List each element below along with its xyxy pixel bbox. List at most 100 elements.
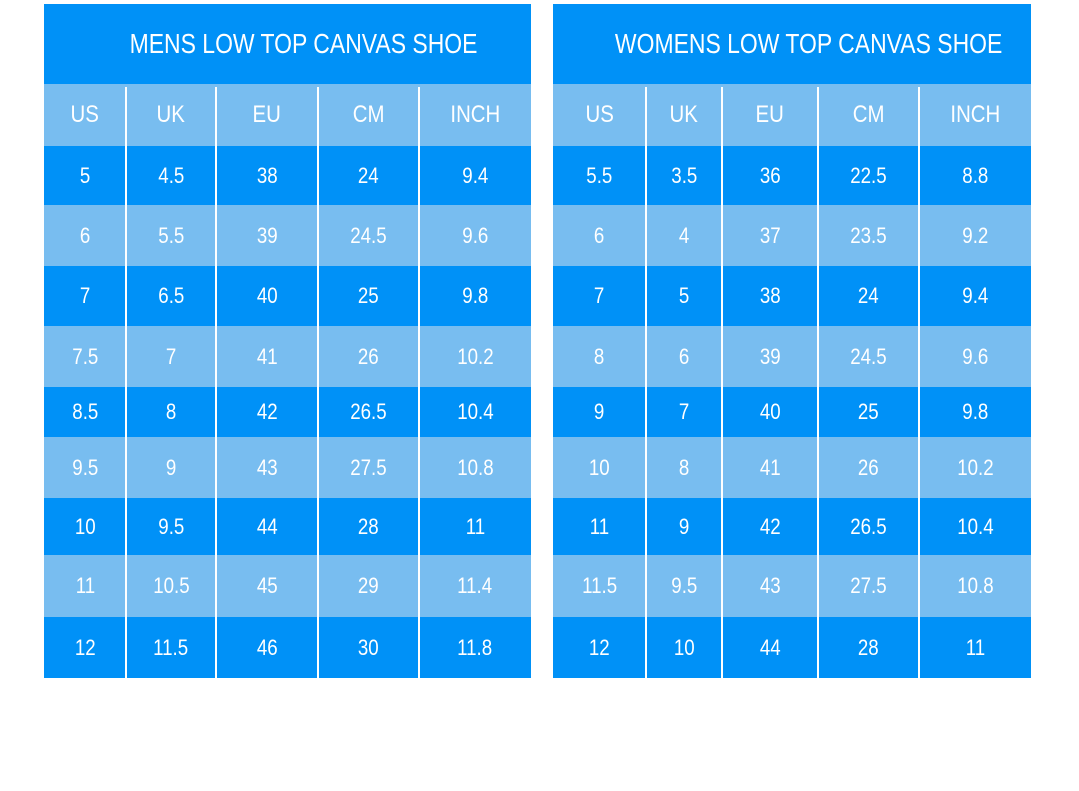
table-cell-us: 9 xyxy=(553,387,646,437)
table-cell-inch: 9.6 xyxy=(919,326,1031,387)
cell-text: 26.5 xyxy=(850,513,887,539)
cell-text: UK xyxy=(669,101,699,128)
column-divider xyxy=(125,87,127,678)
cell-text: 8.8 xyxy=(961,162,989,188)
table-cell-uk: 7 xyxy=(646,387,722,437)
cell-text: 43 xyxy=(256,454,278,480)
table-row: 11 10.5 45 29 11.4 xyxy=(44,555,531,617)
cell-text: 3.5 xyxy=(670,162,698,188)
cell-text: 4 xyxy=(678,222,690,248)
table-cell-uk: 3.5 xyxy=(646,146,722,205)
cell-text: 39 xyxy=(256,222,278,248)
table-cell-cm: 26 xyxy=(818,437,919,498)
table-cell-inch: 9.2 xyxy=(919,205,1031,266)
table-row: 12 10 44 28 11 xyxy=(553,617,1031,678)
cell-text: 9 xyxy=(678,513,690,539)
cell-text: 38 xyxy=(759,283,781,308)
table-cell-us: 7 xyxy=(44,266,126,326)
table-cell-cm: 24 xyxy=(318,146,419,205)
table-cell-uk: 4 xyxy=(646,205,722,266)
cell-text: 22.5 xyxy=(850,162,887,188)
table-cell-inch: 10.2 xyxy=(919,437,1031,498)
table-cell-us: 6 xyxy=(553,205,646,266)
cell-text: 5.5 xyxy=(586,162,613,188)
cell-text: 6.5 xyxy=(157,283,185,308)
header-row: US UK EU CM INCH xyxy=(553,84,1031,146)
table-cell-cm: 24.5 xyxy=(818,326,919,387)
cell-text: 9.6 xyxy=(961,343,989,369)
table-cell-eu: 36 xyxy=(722,146,818,205)
cell-text: 38 xyxy=(256,162,278,188)
cell-text: 7.5 xyxy=(71,343,99,369)
table-cell-us: 6 xyxy=(44,205,126,266)
cell-text: 42 xyxy=(759,513,781,539)
cell-text: 40 xyxy=(759,399,781,424)
table-cell-eu: 43 xyxy=(722,555,818,617)
column-divider xyxy=(721,87,723,678)
table-row: 5.5 3.5 36 22.5 8.8 xyxy=(553,146,1031,205)
table-cell-uk: 6.5 xyxy=(126,266,216,326)
column-divider xyxy=(817,87,819,678)
table-cell-cm: 26.5 xyxy=(818,498,919,555)
table-cell-us: 11 xyxy=(553,498,646,555)
table-cell-inch: 10.4 xyxy=(419,387,531,437)
table-cell-inch: 11 xyxy=(419,498,531,555)
column-header-us: US xyxy=(553,84,646,146)
cell-text: INCH xyxy=(950,101,1000,128)
cell-text: 10 xyxy=(74,513,96,539)
table-row: 10 8 41 26 10.2 xyxy=(553,437,1031,498)
table-cell-inch: 9.4 xyxy=(919,266,1031,326)
cell-text: 24 xyxy=(858,283,879,308)
cell-text: 9 xyxy=(165,454,177,480)
table-cell-cm: 25 xyxy=(318,266,419,326)
table-cell-eu: 44 xyxy=(216,498,318,555)
cell-text: 5.5 xyxy=(157,222,185,248)
table-cell-eu: 38 xyxy=(216,146,318,205)
cell-text: 42 xyxy=(256,399,278,424)
table-row: 9.5 9 43 27.5 10.8 xyxy=(44,437,531,498)
table-cell-inch: 11.4 xyxy=(419,555,531,617)
table-cell-inch: 9.8 xyxy=(419,266,531,326)
cell-text: 9.8 xyxy=(961,399,989,424)
table-cell-uk: 10 xyxy=(646,617,722,678)
table-cell-eu: 44 xyxy=(722,617,818,678)
cell-text: 28 xyxy=(858,634,879,660)
table-cell-cm: 26 xyxy=(318,326,419,387)
header-row: US UK EU CM INCH xyxy=(44,84,531,146)
cell-text: 30 xyxy=(358,634,379,660)
chart-title-text: MENS LOW TOP CANVAS SHOE xyxy=(129,28,478,59)
cell-text: 7 xyxy=(594,283,605,308)
cell-text: 9.8 xyxy=(461,283,489,308)
table-row: 6 5.5 39 24.5 9.6 xyxy=(44,205,531,266)
cell-text: UK xyxy=(156,101,186,128)
table-row: 6 4 37 23.5 9.2 xyxy=(553,205,1031,266)
cell-text: 37 xyxy=(759,222,781,248)
table-cell-cm: 24 xyxy=(818,266,919,326)
column-header-uk: UK xyxy=(126,84,216,146)
cell-text: US xyxy=(70,101,100,128)
cell-text: 10 xyxy=(589,454,610,480)
table-cell-us: 12 xyxy=(553,617,646,678)
chart-title-text: WOMENS LOW TOP CANVAS SHOE xyxy=(614,28,1003,59)
table-cell-uk: 10.5 xyxy=(126,555,216,617)
table-cell-uk: 5 xyxy=(646,266,722,326)
cell-text: 26 xyxy=(858,454,879,480)
table-cell-eu: 45 xyxy=(216,555,318,617)
cell-text: 24.5 xyxy=(850,343,887,369)
cell-text: 11.5 xyxy=(581,573,618,598)
table-cell-uk: 11.5 xyxy=(126,617,216,678)
cell-text: 44 xyxy=(759,634,781,660)
table-cell-cm: 23.5 xyxy=(818,205,919,266)
cell-text: 7 xyxy=(678,399,690,424)
table-row: 9 7 40 25 9.8 xyxy=(553,387,1031,437)
table-row: 8 6 39 24.5 9.6 xyxy=(553,326,1031,387)
table-cell-uk: 7 xyxy=(126,326,216,387)
table-cell-us: 7 xyxy=(553,266,646,326)
column-divider xyxy=(317,87,319,678)
table-cell-inch: 10.2 xyxy=(419,326,531,387)
column-header-us: US xyxy=(44,84,126,146)
column-header-eu: EU xyxy=(722,84,818,146)
table-cell-inch: 9.4 xyxy=(419,146,531,205)
table-cell-eu: 39 xyxy=(216,205,318,266)
table-cell-eu: 41 xyxy=(216,326,318,387)
